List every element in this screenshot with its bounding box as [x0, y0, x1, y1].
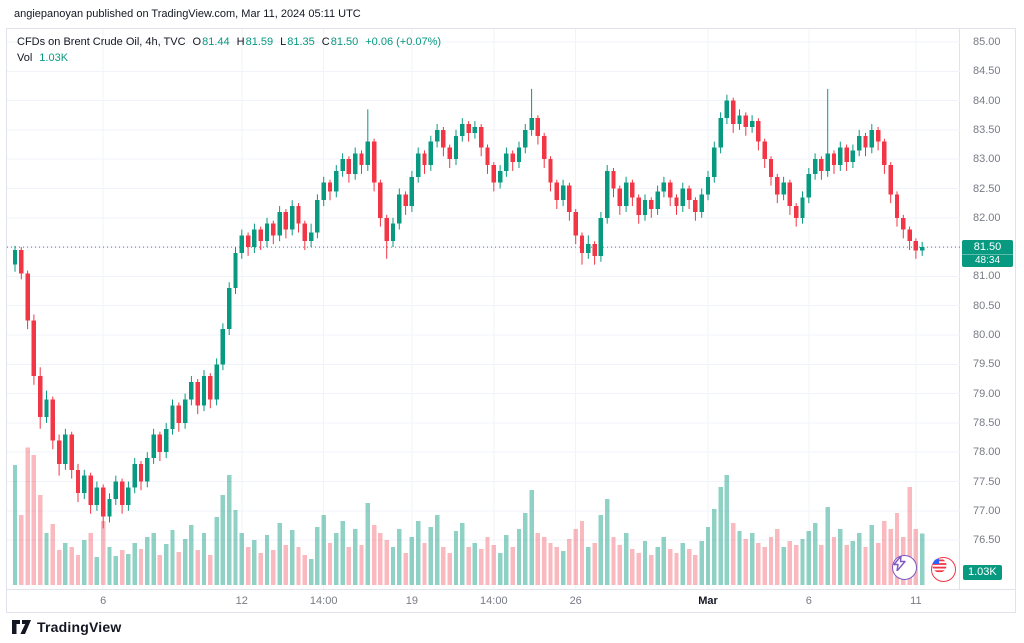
bar-countdown: 48:34 [962, 254, 1013, 267]
price-tick-label: 76.50 [973, 534, 1001, 547]
change-readout: +0.06 (+0.07%) [365, 36, 442, 48]
price-tick-label: 79.00 [973, 387, 1001, 400]
price-tick-label: 80.00 [973, 329, 1001, 341]
tradingview-wordmark[interactable]: TradingView [37, 619, 122, 635]
attribution-text: angiepanoyan published on TradingView.co… [14, 8, 361, 20]
flag-glyph [932, 558, 947, 573]
time-axis[interactable]: 6 12 14:00 19 14:00 26 Mar 6 11 [7, 589, 1015, 612]
legend-row-main: CFDs on Brent Crude Oil, 4h, TVC O 81.44 … [17, 36, 441, 48]
footer: TradingView [12, 619, 121, 635]
price-tick-label: 82.50 [973, 182, 1001, 195]
volume-label: Vol [17, 52, 33, 64]
price-tick-label: 77.50 [973, 475, 1001, 488]
boost-lightning-icon[interactable] [892, 555, 917, 580]
price-tick-label: 82.00 [973, 211, 1001, 224]
price-tick-label: 81.00 [973, 270, 1001, 283]
last-price-value: 81.50 [973, 241, 1002, 254]
price-tick-label: 83.00 [973, 153, 1001, 166]
price-tick-label: 78.00 [973, 446, 1001, 459]
lightning-bolt-glyph [893, 556, 906, 571]
high-readout: H 81.59 [236, 36, 274, 48]
candlestick-chart[interactable] [7, 29, 960, 589]
chart-legend: CFDs on Brent Crude Oil, 4h, TVC O 81.44 … [17, 36, 441, 64]
close-readout: C 81.50 [321, 36, 359, 48]
price-tick-label: 79.50 [973, 358, 1001, 371]
price-tick-label: 83.50 [973, 123, 1001, 136]
price-tick-label: 77.00 [973, 504, 1001, 517]
time-tick-label: 11 [910, 595, 922, 607]
last-price-badge: 81.50 48:34 [962, 240, 1013, 268]
time-tick-label: 26 [569, 595, 582, 607]
time-tick-label: 6 [805, 595, 812, 607]
price-tick-label: 85.00 [973, 36, 1001, 48]
open-readout: O 81.44 [192, 36, 230, 48]
time-tick-label: 19 [405, 595, 419, 607]
chart-frame: CFDs on Brent Crude Oil, 4h, TVC O 81.44 … [6, 28, 1016, 613]
price-tick-label: 78.50 [973, 416, 1001, 429]
price-tick-label: 80.50 [973, 299, 1001, 312]
volume-value: 1.03K [39, 52, 69, 64]
time-tick-label: Mar [698, 595, 718, 607]
tradingview-logo-icon[interactable] [12, 620, 31, 634]
symbol-title: CFDs on Brent Crude Oil, 4h, TVC [17, 36, 186, 48]
price-pane[interactable]: CFDs on Brent Crude Oil, 4h, TVC O 81.44 … [7, 29, 960, 589]
time-tick-label: 14:00 [480, 595, 508, 607]
price-axis[interactable]: 81.50 48:34 1.03K 85.00 84.50 84.00 83.50 83… [961, 29, 1015, 589]
price-tick-label: 84.00 [973, 94, 1001, 107]
time-tick-label: 14:00 [309, 595, 338, 607]
volume-axis-badge: 1.03K [963, 565, 1002, 580]
tv-mark-glyph [12, 620, 31, 634]
price-tick-label: 84.50 [973, 65, 1001, 78]
time-tick-label: 12 [235, 595, 248, 607]
legend-row-volume: Vol 1.03K [17, 52, 441, 64]
us-flag-icon[interactable] [931, 557, 956, 582]
low-readout: L 81.35 [280, 36, 315, 48]
time-tick-label: 6 [100, 595, 107, 607]
